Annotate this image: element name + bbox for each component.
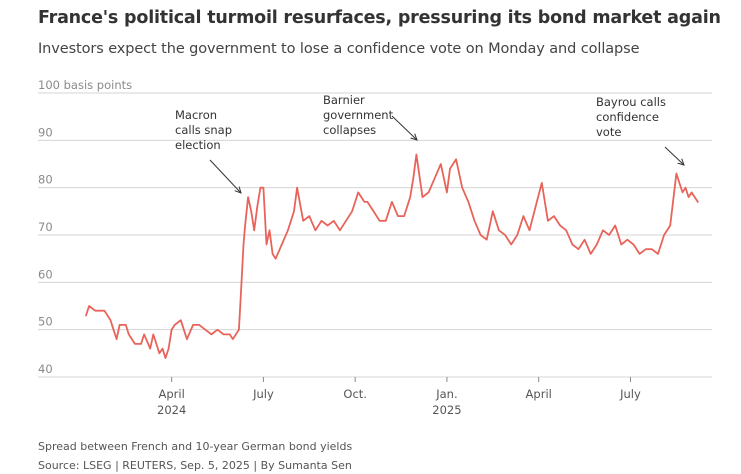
y-tick-label: 70 (38, 220, 53, 234)
x-tick-label: Jan. (435, 387, 457, 401)
annotation-label: Bayrou calls (596, 95, 666, 109)
annotation-label: calls snap (175, 123, 232, 137)
x-tick-label: July (252, 387, 274, 401)
annotation-label: Macron (175, 108, 217, 122)
y-tick-label: 60 (38, 267, 53, 281)
annotation-arrow (209, 159, 242, 194)
annotation-arrowhead (677, 158, 685, 166)
annotation-label: collapses (323, 123, 376, 137)
chart-footnote-definition: Spread between French and 10-year German… (38, 440, 353, 453)
x-tick-label: April (158, 387, 184, 401)
y-tick-label: 40 (38, 362, 53, 376)
annotation-label: vote (596, 125, 621, 139)
annotation-label: Barnier (323, 93, 365, 107)
annotation-arrow (664, 146, 685, 166)
annotation-label: election (175, 138, 221, 152)
y-tick-label: 100 basis points (38, 78, 132, 92)
y-tick-label: 50 (38, 315, 53, 329)
x-tick-label: July (619, 387, 641, 401)
chart-title: France's political turmoil resurfaces, p… (38, 8, 721, 28)
y-tick-label: 80 (38, 173, 53, 187)
x-tick-year-label: 2024 (157, 403, 186, 417)
y-tick-label: 90 (38, 125, 53, 139)
chart-source-credit: Source: LSEG | REUTERS, Sep. 5, 2025 | B… (38, 459, 352, 472)
annotation-arrowhead (234, 186, 242, 194)
annotation-arrow (391, 115, 418, 141)
x-tick-label: April (526, 387, 552, 401)
annotation-label: government (323, 108, 394, 122)
x-tick-label: Oct. (343, 387, 367, 401)
spread-series-line (85, 153, 699, 360)
chart-subtitle: Investors expect the government to lose … (38, 41, 640, 57)
annotation-arrowhead (410, 133, 418, 141)
annotation-label: confidence (596, 110, 659, 124)
x-tick-year-label: 2025 (432, 403, 461, 417)
